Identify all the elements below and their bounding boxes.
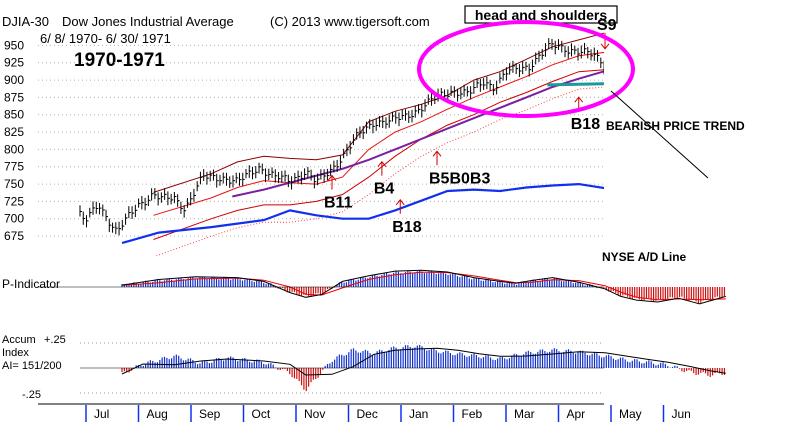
signal-arrowhead: [432, 150, 442, 157]
bearish-trend-label: BEARISH PRICE TREND: [606, 119, 745, 133]
y-tick-label: 900: [4, 73, 24, 87]
y-tick-label: 675: [4, 229, 24, 243]
ad-line-label: NYSE A/D Line: [602, 250, 687, 264]
y-tick-label: 700: [4, 212, 24, 226]
month-label: Dec: [357, 407, 378, 421]
month-label: Jun: [672, 407, 691, 421]
accum-label-line2: Index: [2, 347, 29, 359]
signal-arrowhead: [395, 198, 405, 206]
p-indicator-ma-line: [121, 271, 726, 301]
signal-arrowhead: [600, 43, 610, 50]
signal-arrowhead: [377, 160, 387, 167]
month-label: Apr: [567, 407, 586, 421]
month-label: Sep: [199, 407, 221, 421]
signal-label: S9: [597, 17, 617, 34]
ad-line: [121, 182, 604, 245]
month-label: Oct: [252, 407, 271, 421]
signal-arrowhead: [327, 174, 337, 181]
accum-minus-label: -.25: [22, 389, 41, 401]
moving-average-line: [232, 70, 604, 198]
p-indicator-line: [121, 269, 726, 305]
signal-label: B18: [571, 116, 600, 133]
y-tick-label: 875: [4, 90, 24, 104]
month-label: Mar: [514, 407, 535, 421]
p-indicator-label: P-Indicator: [2, 277, 60, 291]
neckline: [547, 82, 604, 87]
middle-band-line: [153, 51, 604, 216]
head-and-shoulders-ellipse: [417, 20, 635, 118]
month-label: Aug: [147, 407, 168, 421]
lower-envelope-dotted: [154, 86, 604, 256]
y-tick-label: 850: [4, 108, 24, 122]
chart-symbol: DJIA-30: [2, 14, 49, 29]
x-axis: Jul Aug Sep Oct Nov Dec Jan Feb Mar Apr May Jun: [38, 403, 691, 422]
signal-label: B4: [374, 181, 395, 198]
accum-plus-label: +.25: [44, 334, 66, 346]
y-axis-ticks: 950 925 900 875 850 825 800 775 750 725 700 675: [4, 38, 24, 243]
copyright-text: (C) 2013 www.tigersoft.com: [270, 14, 430, 29]
accum-ma-line: [121, 347, 726, 376]
p-indicator-panel: [38, 269, 726, 305]
signal-label: B5B0B3: [429, 170, 490, 187]
y-tick-label: 925: [4, 56, 24, 70]
y-tick-label: 825: [4, 125, 24, 139]
month-label: Jul: [94, 407, 109, 421]
pattern-label: head and shoulders: [475, 7, 607, 23]
signal-markers: B11 B4 B18 B5B0B3 B18 S9: [324, 17, 617, 236]
y-tick-label: 750: [4, 177, 24, 191]
accum-label-line3: AI= 151/200: [2, 360, 62, 372]
y-tick-label: 950: [4, 38, 24, 52]
bearish-pointer-line: [610, 90, 709, 179]
accum-label-line1: Accum: [2, 334, 36, 346]
y-tick-label: 725: [4, 194, 24, 208]
signal-label: B18: [392, 219, 421, 236]
signal-label: B11: [324, 195, 353, 212]
lower-band-line: [153, 69, 604, 240]
month-label: Nov: [304, 407, 325, 421]
month-label: May: [619, 407, 642, 421]
date-range: 6/ 8/ 1970- 6/ 30/ 1971: [40, 31, 171, 46]
month-label: Jan: [409, 407, 428, 421]
month-label: Feb: [462, 407, 483, 421]
y-tick-label: 800: [4, 142, 24, 156]
accum-index-panel: [80, 342, 726, 394]
price-plot: [79, 32, 604, 256]
y-tick-label: 775: [4, 160, 24, 174]
signal-arrowhead: [574, 96, 584, 103]
years-label: 1970-1971: [74, 50, 165, 71]
chart-name: Dow Jones Industrial Average: [62, 14, 234, 29]
